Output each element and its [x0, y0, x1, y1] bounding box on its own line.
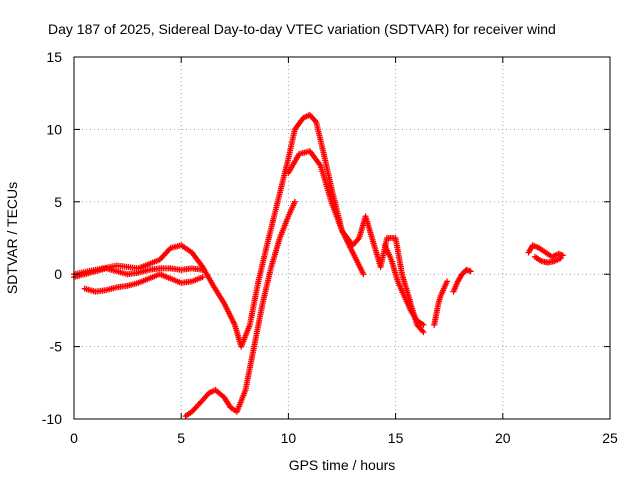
series-trace-22h-lower: [531, 253, 564, 266]
series-trace-22h: [525, 242, 566, 260]
x-tick-label: 15: [388, 430, 404, 446]
x-axis-label: GPS time / hours: [289, 457, 396, 473]
series-trace-14h: [381, 242, 427, 328]
y-tick-label: 15: [46, 49, 62, 65]
y-tick-label: 10: [46, 121, 62, 137]
x-tick-label: 25: [602, 430, 618, 446]
data-point: [199, 274, 206, 281]
x-tick-label: 0: [70, 430, 78, 446]
y-tick-label: 5: [54, 194, 62, 210]
data-point: [420, 329, 427, 336]
series-trace-main-lower: [285, 148, 367, 278]
y-axis-label: SDTVAR / TECUs: [4, 182, 20, 294]
data-point: [444, 278, 451, 285]
series-trace-18h: [450, 266, 474, 295]
plot-frame: [73, 56, 611, 420]
series-trace-17h: [431, 278, 451, 328]
data-point: [420, 321, 427, 328]
data-point: [360, 271, 367, 278]
data-point: [291, 198, 298, 205]
y-tick-label: -10: [42, 411, 62, 427]
series-trace-lower-low: [81, 271, 206, 295]
ticks-layer: 0 5 10 15 20 25 -10 -5 0 5 10 15: [42, 49, 618, 446]
data-point: [557, 255, 564, 262]
x-tick-label: 20: [495, 430, 511, 446]
x-tick-label: 5: [177, 430, 185, 446]
data-points-layer: [71, 111, 566, 420]
grid-layer: [74, 57, 610, 419]
data-point: [467, 268, 474, 275]
series-trace-rising: [182, 198, 298, 420]
y-tick-label: 0: [54, 266, 62, 282]
series-trace-main: [71, 111, 427, 350]
chart-title: Day 187 of 2025, Sidereal Day-to-day VTE…: [48, 21, 556, 37]
y-tick-label: -5: [50, 339, 63, 355]
x-tick-label: 10: [281, 430, 297, 446]
